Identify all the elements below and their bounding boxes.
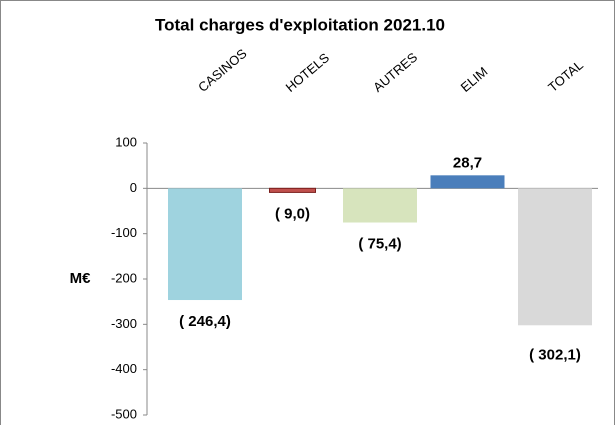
- y-tick-label: -200: [111, 270, 137, 285]
- value-label: ( 246,4): [179, 313, 231, 330]
- y-tick-label: -100: [111, 225, 137, 240]
- y-tick-label: -400: [111, 361, 137, 376]
- value-label: ( 302,1): [529, 346, 581, 363]
- chart-title: Total charges d'exploitation 2021.10: [155, 15, 445, 34]
- bar: [168, 188, 242, 301]
- bar: [518, 188, 592, 326]
- y-axis-label: M€: [70, 270, 91, 287]
- value-label: 28,7: [453, 154, 482, 171]
- value-label: ( 9,0): [275, 205, 310, 222]
- y-tick-label: 0: [130, 180, 137, 195]
- bar: [269, 187, 316, 193]
- y-tick-label: 100: [115, 134, 137, 149]
- bar: [430, 175, 505, 189]
- bar: [343, 188, 417, 223]
- y-tick-label: -300: [111, 316, 137, 331]
- value-label: ( 75,4): [358, 235, 401, 252]
- y-tick-label: -500: [111, 406, 137, 421]
